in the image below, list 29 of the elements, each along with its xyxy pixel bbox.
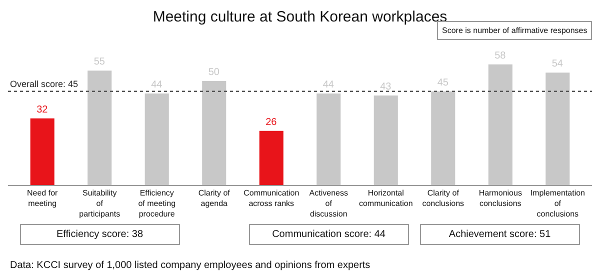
bar xyxy=(316,93,341,185)
bar xyxy=(374,96,398,185)
text: Achievement score: 51 xyxy=(448,229,552,240)
bar xyxy=(202,80,226,185)
chart-title: Meeting culture at South Korean workplaces xyxy=(152,8,448,26)
x-tick-label: Clarity of agenda xyxy=(198,188,231,208)
x-tick-label: Clarity of conclusions xyxy=(422,188,464,208)
x-tick-label: Horizontal communication xyxy=(358,188,413,208)
x-tick-label: Harmonious conclusions xyxy=(478,188,522,208)
text: Communication score: 44 xyxy=(272,229,386,240)
text: Efficiency score: 38 xyxy=(56,229,144,240)
x-tick-label: Suitability of participants xyxy=(79,188,120,218)
bar xyxy=(546,72,570,185)
bar xyxy=(431,91,456,185)
x-tick-label: Implementation of conclusions xyxy=(530,188,585,218)
bar xyxy=(144,93,169,185)
x-tick-label: Need for meeting xyxy=(27,188,58,208)
bar xyxy=(488,64,512,185)
bar xyxy=(30,118,54,185)
ref-line-label: Overall score: 45 xyxy=(10,79,78,89)
x-tick-label: Efficiency of meeting procedure xyxy=(138,188,176,218)
data-label: 26 xyxy=(266,116,278,128)
x-tick-label: Activeness of discussion xyxy=(309,188,348,218)
text: Score is number of affirmative responses xyxy=(442,26,588,35)
bar xyxy=(259,130,284,185)
bar xyxy=(88,70,112,185)
data-label: 32 xyxy=(36,104,48,116)
text: Data: KCCI survey of 1,000 listed company employees and opinions from experts xyxy=(10,260,370,271)
x-tick-label: Communication across ranks xyxy=(244,188,300,208)
